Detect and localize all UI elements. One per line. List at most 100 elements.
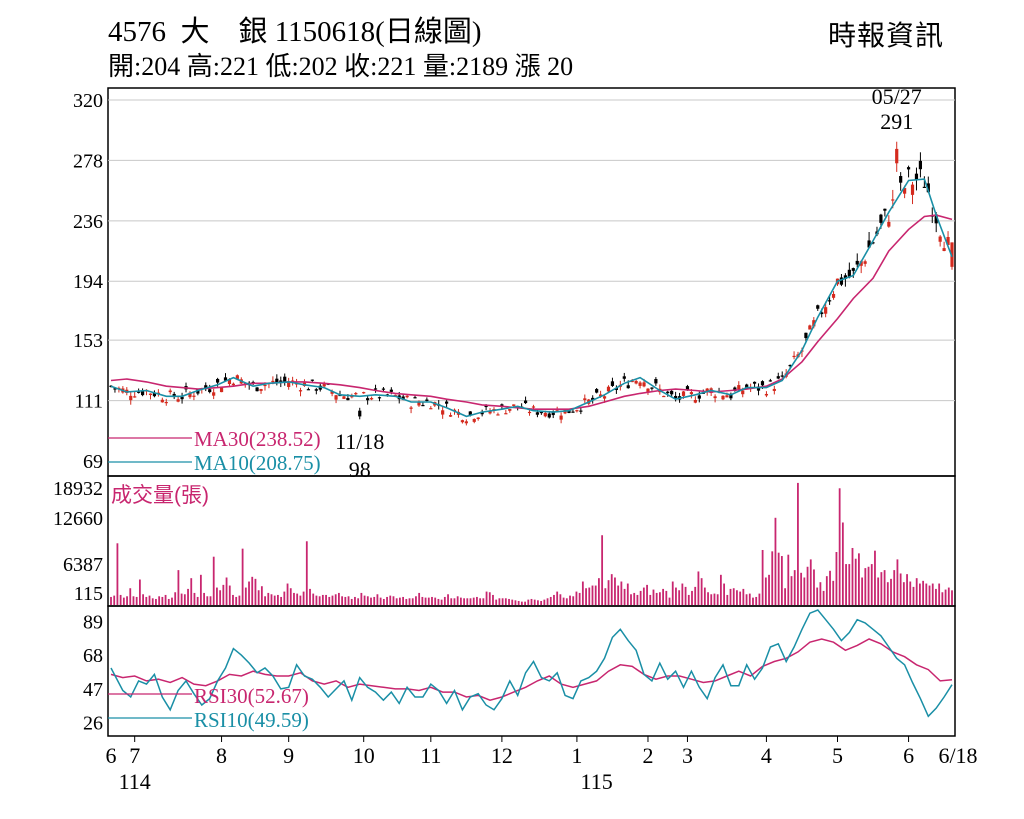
price-tick-label: 69 (83, 451, 103, 473)
volume-bar (511, 599, 514, 605)
candle-body (583, 398, 587, 401)
volume-bar (886, 582, 889, 605)
volume-bar (193, 592, 196, 605)
volume-bar (639, 590, 642, 605)
volume-bar (646, 584, 648, 605)
candle-body (756, 386, 761, 391)
candle-body (346, 398, 350, 401)
candle-body (670, 390, 674, 395)
volume-bar (838, 488, 841, 605)
volume-bar (636, 594, 639, 605)
candle-body (705, 388, 709, 392)
volume-bar (745, 594, 748, 605)
volume-bar (138, 579, 141, 605)
rsi-tick-label: 47 (83, 679, 103, 701)
volume-bar (469, 598, 472, 605)
volume-bar (155, 598, 157, 605)
volume-bar (212, 556, 215, 605)
x-tick-label: 2 (642, 743, 653, 768)
volume-bar (151, 598, 154, 605)
candle-body (164, 401, 168, 404)
volume-bar (543, 599, 546, 605)
volume-bar (402, 596, 405, 605)
volume-bar (710, 594, 713, 605)
candle-body (772, 388, 776, 391)
volume-bar (671, 581, 674, 605)
volume-bar (697, 571, 700, 605)
volume-bar (742, 588, 745, 605)
candle-body (369, 398, 374, 400)
candle-body (255, 387, 259, 392)
volume-bar (238, 595, 241, 605)
volume-bar (270, 594, 273, 605)
volume-bar (902, 582, 905, 605)
volume-bar (328, 596, 331, 605)
volume-bar (729, 588, 732, 605)
annotation-date: 05/27 (872, 84, 922, 109)
volume-bar (459, 597, 462, 605)
volume-bar (559, 594, 562, 605)
x-tick-label: 4 (761, 743, 772, 768)
volume-bar (890, 578, 892, 605)
volume-bar (553, 594, 555, 605)
volume-bar (187, 588, 189, 605)
volume-bar (870, 564, 873, 605)
volume-bar (537, 600, 539, 605)
rsi-panel: 26 47 68 89 RSI30(52.67)RSI10(49.59) (83, 605, 956, 737)
x-tick-label: 8 (216, 743, 227, 768)
volume-bar (453, 598, 456, 605)
candle-body (903, 188, 907, 194)
volume-bar (373, 596, 376, 605)
candle-body (598, 394, 603, 397)
candle-body (602, 396, 607, 399)
volume-bar (768, 574, 770, 605)
candle-body (646, 388, 650, 392)
volume-bar (180, 593, 183, 605)
volume-bar (206, 596, 209, 605)
candle-body (168, 390, 172, 393)
ohlc-summary: 開:204 高:221 低:202 收:221 量:2189 漲 20 (108, 52, 574, 81)
volume-bar (395, 598, 398, 605)
candle-body (441, 410, 445, 415)
volume-bar (748, 593, 751, 605)
candle-body (752, 381, 757, 384)
volume-bar (594, 585, 597, 605)
candle-body (721, 395, 725, 400)
volume-bar (691, 590, 693, 605)
volume-bar (906, 574, 908, 605)
volume-bar (450, 598, 453, 605)
candle-body (196, 389, 200, 394)
candle-body (160, 399, 164, 403)
volume-bar (527, 599, 530, 605)
price-tick-label: 278 (73, 150, 103, 172)
volume-tick-label: 6387 (63, 554, 103, 576)
candle-body (148, 393, 153, 396)
candle-body (488, 411, 492, 414)
volume-bar (244, 587, 247, 605)
volume-bar (472, 597, 475, 605)
candle-body (188, 392, 192, 398)
rsi-tick-label: 89 (83, 611, 103, 633)
volume-bar (222, 584, 225, 605)
volume-bar (164, 594, 167, 605)
x-tick-label: 1 (571, 743, 582, 768)
x-tick-label: 6 (903, 743, 914, 768)
candle-body (504, 413, 508, 415)
candle-body (579, 410, 583, 412)
volume-bar (273, 595, 276, 605)
volume-bar (331, 595, 334, 605)
x-tick-label: 11 (420, 743, 441, 768)
candle-body (512, 404, 516, 406)
volume-bar (655, 592, 658, 605)
candle-body (745, 384, 749, 389)
volume-bar (829, 570, 831, 605)
volume-bar (601, 535, 604, 605)
candle-body (271, 380, 275, 383)
candle-body (622, 376, 626, 379)
volume-bar (443, 596, 446, 605)
volume-bar (209, 596, 212, 605)
candle-body (140, 390, 145, 396)
candle-body (413, 397, 417, 399)
candle-body (934, 214, 938, 224)
candle-body (508, 408, 512, 411)
